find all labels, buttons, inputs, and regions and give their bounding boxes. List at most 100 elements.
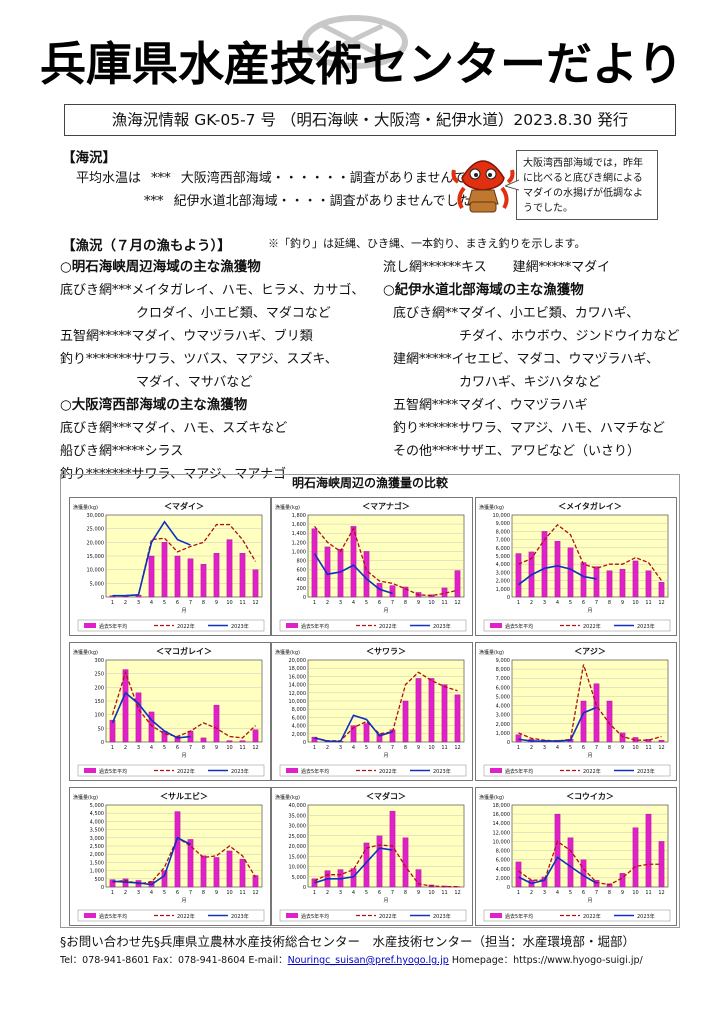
series-line-2023	[112, 520, 191, 597]
bar	[619, 732, 626, 743]
bar	[567, 837, 574, 888]
bar	[567, 547, 574, 598]
sea-heading: 【海況】	[62, 150, 116, 166]
x-tick-label: 5	[163, 890, 166, 896]
bar	[252, 729, 259, 743]
y-tick-label: 4,000	[90, 819, 104, 825]
x-tick-label: 11	[441, 600, 447, 606]
bar	[515, 861, 522, 888]
catch-line: 五智網****マダイ、ウマヅラハギ	[393, 398, 588, 413]
x-tick-label: 8	[202, 745, 205, 751]
y-tick-label: 1,500	[90, 860, 104, 866]
x-tick-label: 5	[569, 600, 572, 606]
y-tick-label: 5,000	[90, 803, 104, 809]
y-tick-label: 2,000	[90, 852, 104, 858]
homepage[interactable]: Homepage：https://www.hyogo-suigi.jp/	[448, 955, 643, 966]
x-tick-label: 3	[543, 600, 546, 606]
x-tick-label: 2	[326, 745, 329, 751]
y-tick-label: 4,000	[292, 724, 306, 730]
x-tick-label: 4	[556, 890, 559, 896]
series-line-2022	[518, 664, 662, 742]
y-tick-label: 0	[507, 740, 510, 746]
area-heading: ○明石海峡周辺海域の主な漁獲物	[60, 259, 261, 275]
y-tick-label: 40,000	[289, 803, 307, 809]
bar	[200, 563, 207, 598]
legend-swatch-avg	[490, 913, 502, 918]
y-axis-label: 漁獲量(kg)	[479, 504, 504, 511]
y-tick-label: 2,000	[496, 876, 510, 882]
y-tick-label: 600	[296, 568, 306, 574]
catch-chart: ＜マダコ＞ 漁獲量(kg) 0 5,000 10,000 15,000 20,000 25,0…	[271, 787, 473, 926]
x-tick-label: 4	[150, 600, 153, 606]
legend-label-2023: 2023年	[637, 913, 655, 920]
x-tick-label: 9	[621, 890, 624, 896]
catch-line: 底びき網***マダイ、ハモ、スズキなど	[60, 421, 288, 436]
legend-label-avg: 過去5年平均	[301, 623, 329, 630]
y-tick-label: 7,000	[496, 676, 510, 682]
callout-pointer	[505, 179, 519, 191]
x-tick-label: 1	[313, 745, 316, 751]
y-tick-label: 30,000	[289, 824, 307, 830]
y-tick-label: 16,000	[493, 812, 511, 818]
x-tick-label: 1	[111, 890, 114, 896]
bar	[619, 873, 626, 888]
area-heading: ○紀伊水道北部海域の主な漁獲物	[383, 282, 584, 298]
x-axis-label: 月	[383, 898, 388, 904]
bar	[541, 876, 548, 888]
catch-chart: ＜メイタガレイ＞ 漁獲量(kg) 0 1,000 2,000 3,000 4,000 5,00…	[475, 497, 677, 636]
email-link[interactable]: Nouringc_suisan@pref.hyogo.lg.jp	[287, 955, 449, 966]
catch-chart: ＜マコガレイ＞ 漁獲量(kg) 0 50 100 150 200 250 300 1 2 3 4 5 6 7 8…	[69, 642, 271, 781]
y-tick-label: 8,000	[292, 707, 306, 713]
chart-svg: ＜サワラ＞ 漁獲量(kg) 0 2,000 4,000 6,000 8,000 10,000 1…	[275, 647, 467, 777]
bar	[580, 562, 587, 598]
x-tick-label: 2	[326, 600, 329, 606]
y-tick-label: 50	[98, 726, 104, 732]
y-tick-label: 0	[101, 595, 104, 601]
y-tick-label: 0	[507, 595, 510, 601]
x-tick-label: 4	[556, 745, 559, 751]
chart-svg: ＜サルエビ＞ 漁獲量(kg) 0 500 1,000 1,500 2,000 2,500 3,0…	[73, 791, 265, 922]
x-tick-label: 12	[252, 890, 258, 896]
bar	[606, 570, 613, 598]
series-line-2022	[111, 670, 256, 739]
y-tick-label: 20,000	[289, 658, 307, 664]
y-tick-label: 0	[101, 885, 104, 891]
legend-swatch-avg	[84, 768, 96, 773]
bar	[454, 694, 461, 743]
y-axis-label: 漁獲量(kg)	[479, 649, 504, 656]
x-tick-label: 3	[543, 745, 546, 751]
bar	[593, 879, 600, 888]
y-tick-label: 1,600	[292, 522, 306, 528]
legend-label-avg: 過去5年平均	[505, 913, 533, 920]
chart-title: ＜マコガレイ＞	[156, 646, 212, 656]
legend-label-2023: 2023年	[231, 768, 249, 775]
chart-legend: 過去5年平均 2022年 2023年	[279, 619, 467, 632]
bar	[109, 879, 116, 888]
bar	[200, 855, 207, 888]
newsletter-title: 兵庫県水産技術センターだより	[40, 37, 684, 91]
series-line-2023	[111, 691, 191, 739]
catch-line: 五智網*****マダイ、ウマヅラハギ、ブリ類	[60, 329, 313, 344]
y-tick-label: 3,000	[90, 836, 104, 842]
x-tick-label: 6	[378, 745, 381, 751]
bar	[580, 700, 587, 743]
y-tick-label: 10,000	[289, 699, 307, 705]
catch-chart: ＜マダイ＞ 漁獲量(kg) 0 5,000 10,000 15,000 20,000 25,0…	[69, 497, 271, 636]
x-tick-label: 9	[621, 745, 624, 751]
x-tick-label: 1	[517, 600, 520, 606]
chart-svg: ＜マダイ＞ 漁獲量(kg) 0 5,000 10,000 15,000 20,000 25,0…	[73, 501, 265, 632]
charts-title: 明石海峡周辺の漁獲量の比較	[291, 476, 448, 490]
y-tick-label: 6,000	[292, 715, 306, 721]
x-axis-label: 月	[383, 608, 388, 614]
area-heading: ○大阪湾西部海域の主な漁獲物	[60, 397, 248, 413]
x-tick-label: 11	[239, 600, 245, 606]
fishing-heading: 【漁況（７月の漁もよう）】	[62, 238, 231, 254]
legend-swatch-avg	[84, 913, 96, 918]
x-tick-label: 12	[454, 890, 460, 896]
legend-label-avg: 過去5年平均	[505, 768, 533, 775]
y-tick-label: 0	[303, 595, 306, 601]
legend-label-avg: 過去5年平均	[301, 913, 329, 920]
bar	[174, 811, 181, 888]
x-tick-label: 12	[454, 745, 460, 751]
x-tick-label: 7	[595, 890, 598, 896]
